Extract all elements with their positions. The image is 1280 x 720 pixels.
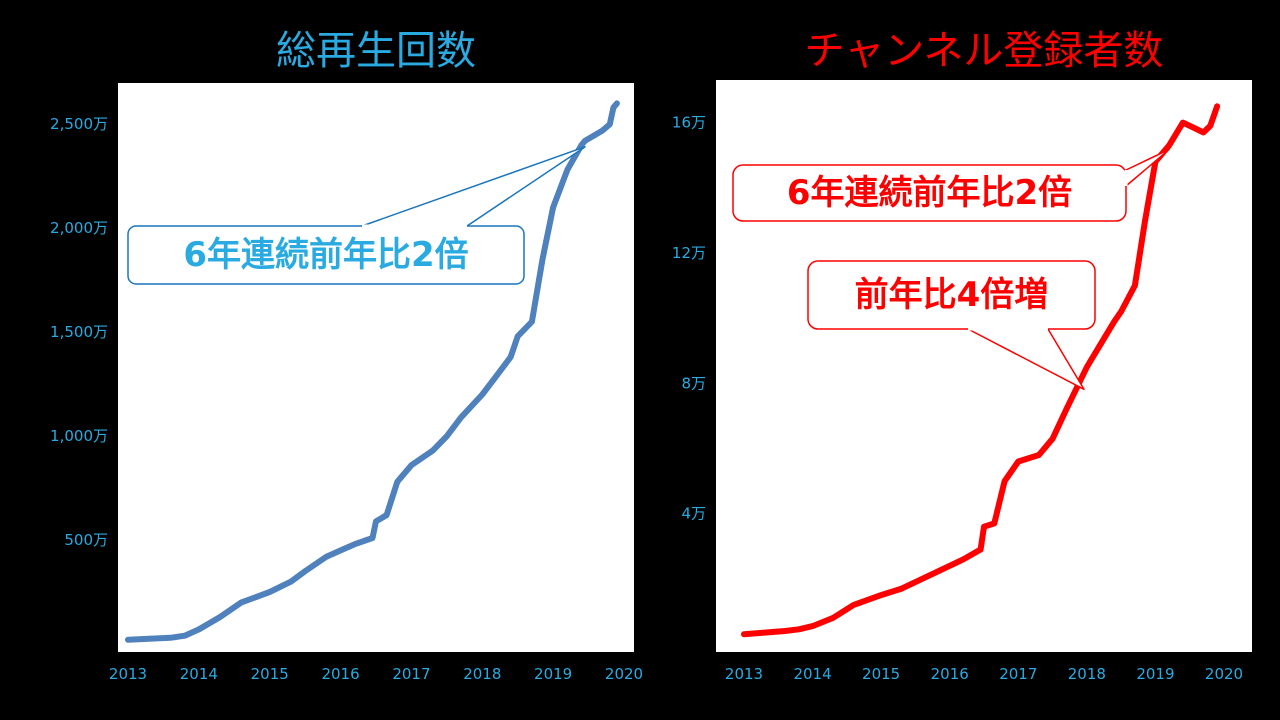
x-tick-label-subs: 2019 xyxy=(1136,665,1174,683)
y-tick-label-views: 1,500万 xyxy=(50,323,108,341)
y-tick-label-views: 1,000万 xyxy=(50,427,108,445)
chart-title-subscribers: チャンネル登録者数 xyxy=(804,28,1164,74)
x-tick-label-views: 2015 xyxy=(251,665,289,683)
y-tick-label-views: 2,000万 xyxy=(50,219,108,237)
chart-title-total-views: 総再生回数 xyxy=(276,28,476,74)
x-tick-label-views: 2019 xyxy=(534,665,572,683)
callout-subs-4x-box xyxy=(807,260,1096,330)
x-tick-label-subs: 2013 xyxy=(725,665,763,683)
x-tick-label-views: 2020 xyxy=(605,665,643,683)
x-tick-label-views: 2014 xyxy=(180,665,218,683)
callout-subs-2x-box xyxy=(732,164,1127,222)
x-tick-label-subs: 2017 xyxy=(999,665,1037,683)
y-tick-label-views: 2,500万 xyxy=(50,115,108,133)
callout-label-subs-4x: 前年比4倍増 xyxy=(854,275,1049,315)
x-tick-label-views: 2017 xyxy=(392,665,430,683)
callout-label-views-2x: 6年連続前年比2倍 xyxy=(183,235,469,275)
x-tick-label-subs: 2018 xyxy=(1068,665,1106,683)
x-tick-label-subs: 2016 xyxy=(931,665,969,683)
x-tick-label-subs: 2014 xyxy=(793,665,831,683)
x-tick-label-views: 2013 xyxy=(109,665,147,683)
plot-area-views xyxy=(118,83,634,652)
x-tick-label-views: 2016 xyxy=(321,665,359,683)
x-tick-label-subs: 2015 xyxy=(862,665,900,683)
y-tick-label-views: 500万 xyxy=(64,531,108,549)
callout-views-2x-box xyxy=(127,225,525,285)
y-tick-label-subs: 4万 xyxy=(681,505,706,523)
x-tick-label-subs: 2020 xyxy=(1205,665,1243,683)
series-line-subs xyxy=(741,103,1221,638)
y-tick-label-subs: 8万 xyxy=(681,374,706,392)
callout-label-subs-2x: 6年連続前年比2倍 xyxy=(786,173,1073,213)
series-line-views xyxy=(125,100,620,643)
y-tick-label-subs: 16万 xyxy=(672,114,706,132)
y-tick-label-subs: 12万 xyxy=(672,244,706,262)
x-tick-label-views: 2018 xyxy=(463,665,501,683)
